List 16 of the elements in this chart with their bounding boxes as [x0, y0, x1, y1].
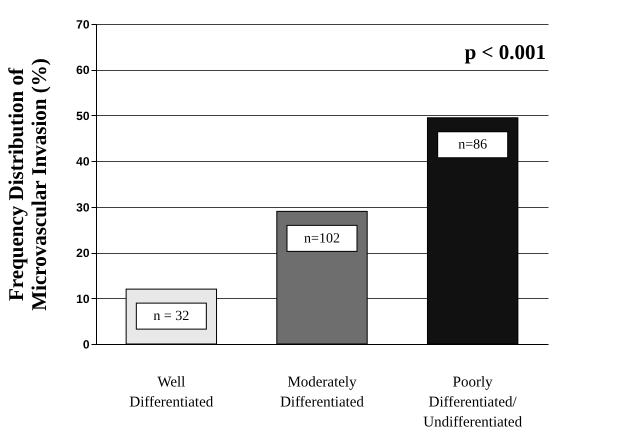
x-tick-label: Well Differentiated [129, 374, 214, 410]
y-tick-label: 10 [76, 292, 90, 306]
y-tick-label: 30 [76, 200, 90, 214]
annotation: p < 0.001 [464, 40, 546, 64]
y-tick-label: 0 [82, 338, 90, 352]
y-tick-label: 70 [76, 18, 90, 32]
y-tick-label: 20 [76, 246, 90, 260]
annotation: n = 32 [153, 309, 190, 324]
x-tick-label: Poorly Differentiated/ Undifferentiated [423, 374, 523, 430]
annotation: n=86 [458, 138, 488, 153]
x-tick-label: Moderately Differentiated [280, 374, 364, 410]
annotation: n=102 [304, 231, 340, 246]
y-tick-label: 50 [76, 108, 90, 123]
y-tick-label: 60 [76, 63, 90, 78]
y-axis-title: Frequency Distribution of Microvascular Invasion (%) [4, 58, 52, 311]
y-tick-label: 40 [76, 154, 90, 169]
